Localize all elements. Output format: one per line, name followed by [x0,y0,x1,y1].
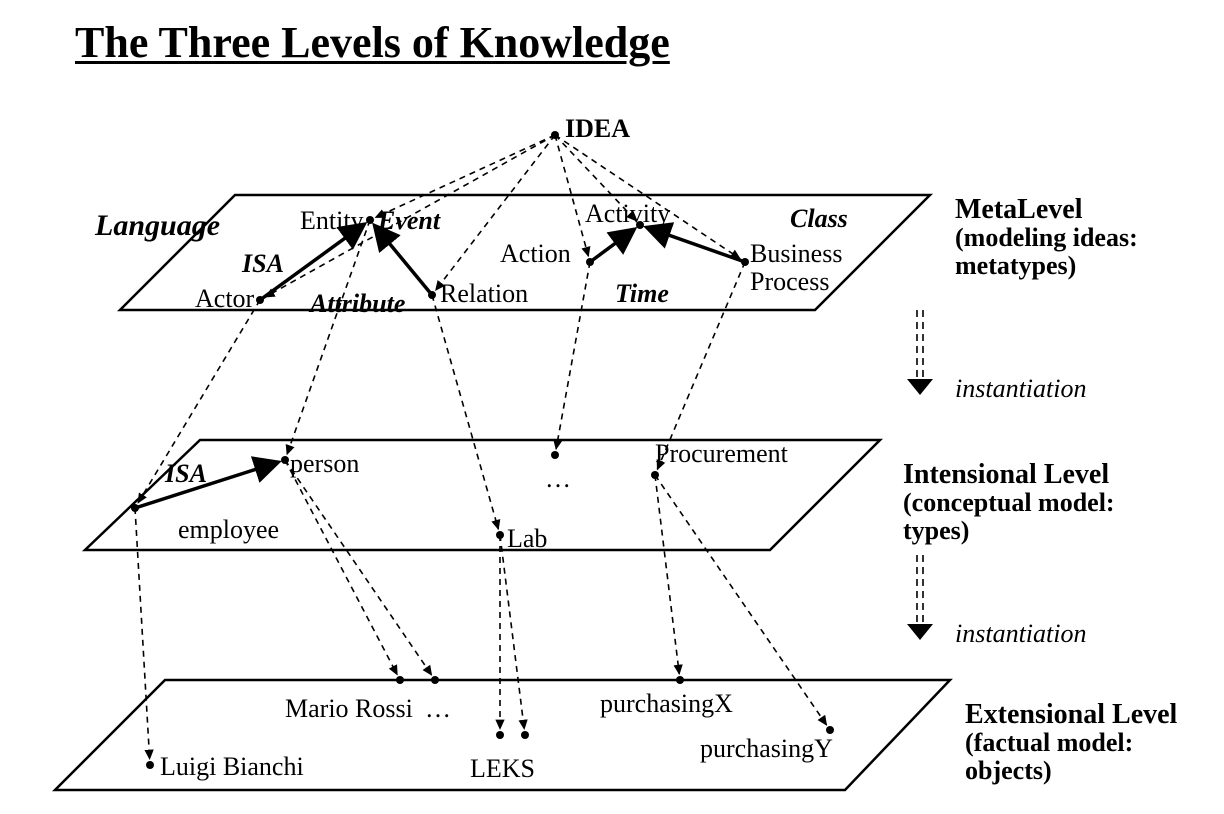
node-dot-entity_dot [366,216,374,224]
label-entity: Entity [300,207,364,234]
label-mario: Mario Rossi [285,695,413,722]
label-actor: Actor [195,285,254,312]
label-lab: Lab [507,525,547,552]
label-idea: IDEA [565,115,630,142]
level-meta-sub1: (modeling ideas: [955,223,1138,252]
label-process: Process [750,268,829,295]
label-dots2: … [425,695,451,722]
edge-solid [590,230,634,262]
instantiation-label-1: instantiation [955,375,1086,402]
node-dot-leks1_dot [496,731,504,739]
level-extensional-sub1: (factual model: [965,728,1133,757]
node-dot-idea_dot [551,131,559,139]
label-attribute: Attribute [310,290,405,317]
level-meta-title: MetaLevel [955,194,1083,225]
edge-dashed [135,508,150,759]
instantiation-arrowhead [907,379,933,395]
edge-dashed [285,460,397,675]
label-activity: Activity [585,200,670,227]
edge-dashed [555,135,740,259]
node-dot-procure_dot [651,471,659,479]
edge-dashed [556,262,590,449]
level-extensional-sub2: objects) [965,756,1052,785]
label-employee: employee [178,516,279,543]
node-dot-dots1_dot [551,451,559,459]
node-dot-relation_dot [428,291,436,299]
label-leks: LEKS [470,755,535,782]
label-luigi: Luigi Bianchi [160,753,304,780]
label-class: Class [790,205,848,232]
instantiation-label-2: instantiation [955,620,1086,647]
node-dot-purchX_dot [676,676,684,684]
level-intensional-block: Intensional Level (conceptual model: typ… [903,460,1115,544]
level-extensional-title: Extensional Level [965,699,1177,730]
level-intensional-sub1: (conceptual model: [903,488,1115,517]
edge-dashed [285,460,432,675]
edge-dashed [655,475,827,725]
node-dot-actor_dot [256,296,264,304]
node-dot-action_dot [586,258,594,266]
label-dots1: … [545,465,571,492]
label-isa2: ISA [165,460,207,487]
label-procure: Procurement [655,440,788,467]
label-event: Event [378,207,440,234]
edge-dashed [287,220,370,454]
node-dot-bp_dot [741,258,749,266]
edge-dashed [432,295,498,529]
edge-solid [375,226,432,295]
node-dot-mario_dot [396,676,404,684]
node-dot-leks2_dot [521,731,529,739]
label-language: Language [95,210,220,242]
instantiation-arrowhead [907,624,933,640]
level-meta-sub2: metatypes) [955,251,1076,280]
level-intensional-sub2: types) [903,516,969,545]
level-meta-block: MetaLevel (modeling ideas: metatypes) [955,195,1138,279]
node-dot-luigi_dot [146,761,154,769]
node-dot-employee_dot [131,504,139,512]
diagram-stage: The Three Levels of Knowledge MetaLevel … [0,0,1224,814]
label-purchX: purchasingX [600,690,733,717]
label-isa1: ISA [242,250,284,277]
level-intensional-title: Intensional Level [903,459,1109,490]
edge-dashed [500,535,524,729]
edge-solid [648,228,745,262]
level-extensional-block: Extensional Level (factual model: object… [965,700,1177,784]
node-dot-purchY_dot [826,726,834,734]
label-time: Time [615,280,669,307]
node-dot-lab_dot [496,531,504,539]
label-action: Action [500,240,571,267]
label-relation: Relation [440,280,528,307]
node-dot-person_dot [281,456,289,464]
label-person: person [290,450,359,477]
label-business: Business [750,240,842,267]
node-dot-dots2_dot [431,676,439,684]
label-purchY: purchasingY [700,735,833,762]
